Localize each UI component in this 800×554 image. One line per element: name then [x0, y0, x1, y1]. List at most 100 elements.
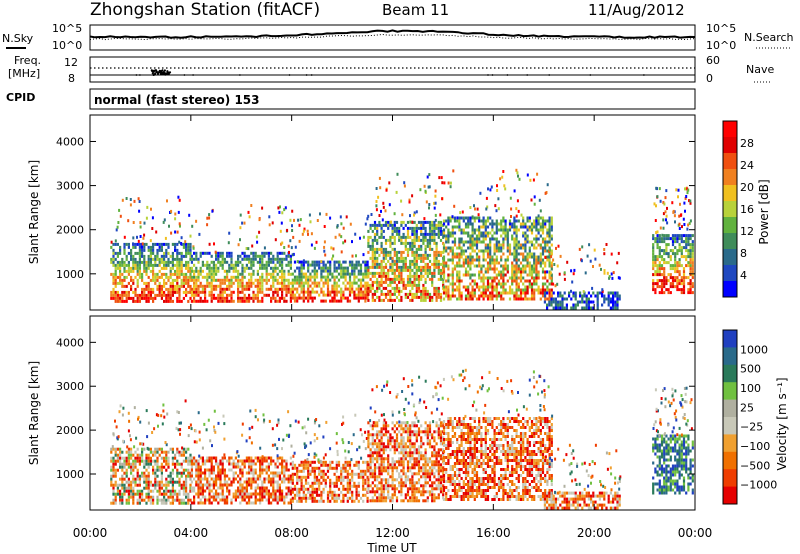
data-cell	[351, 284, 354, 288]
data-cell	[208, 284, 211, 288]
data-cell	[400, 235, 403, 239]
data-cell	[478, 249, 481, 253]
data-cell	[329, 466, 332, 470]
data-cell	[607, 291, 610, 295]
data-cell	[469, 276, 472, 280]
data-cell	[460, 291, 463, 295]
data-cell	[415, 229, 418, 233]
data-cell	[130, 266, 133, 270]
data-cell	[387, 253, 390, 257]
data-cell	[169, 290, 172, 294]
data-cell	[411, 274, 414, 278]
data-cell	[171, 284, 174, 288]
data-cell	[176, 269, 179, 273]
data-cell	[149, 260, 152, 264]
data-cell	[413, 295, 416, 299]
data-cell	[495, 255, 498, 259]
scatter-cell	[456, 216, 459, 220]
data-cell	[263, 468, 266, 472]
data-cell	[261, 281, 264, 285]
data-cell	[230, 266, 233, 270]
data-cell	[462, 228, 465, 232]
scatter-cell	[684, 187, 686, 191]
data-cell	[530, 288, 534, 292]
data-cell	[445, 285, 448, 289]
data-cell	[554, 297, 557, 301]
data-cell	[256, 486, 259, 490]
data-cell	[315, 475, 319, 479]
data-cell	[278, 269, 281, 273]
data-cell	[163, 489, 166, 493]
data-cell	[411, 292, 414, 296]
scatter-cell	[558, 272, 561, 276]
data-cell	[680, 291, 683, 295]
data-cell	[265, 471, 268, 475]
data-cell	[475, 237, 479, 241]
data-cell	[156, 468, 159, 472]
data-cell	[182, 447, 185, 451]
data-cell	[193, 287, 196, 291]
data-cell	[467, 261, 470, 265]
data-cell	[548, 234, 551, 238]
data-cell	[447, 297, 450, 301]
data-cell	[182, 272, 185, 276]
data-cell	[592, 291, 595, 295]
data-cell	[145, 501, 148, 505]
data-cell	[145, 486, 148, 490]
data-cell	[212, 492, 215, 496]
data-cell	[112, 251, 115, 255]
data-cell	[451, 240, 454, 244]
data-cell	[537, 288, 540, 292]
data-cell	[445, 246, 448, 250]
scatter-cell	[271, 427, 274, 431]
data-cell	[502, 270, 505, 274]
data-cell	[475, 258, 479, 262]
data-cell	[458, 225, 461, 229]
data-cell	[195, 287, 198, 291]
data-cell	[110, 483, 113, 487]
data-cell	[654, 264, 657, 268]
data-cell	[304, 496, 308, 500]
data-cell	[424, 271, 427, 275]
data-cell	[544, 264, 547, 268]
data-cell	[141, 278, 144, 282]
data-cell	[413, 253, 416, 257]
data-cell	[265, 251, 268, 255]
data-cell	[387, 292, 390, 296]
data-cell	[493, 270, 496, 274]
data-cell	[550, 219, 553, 223]
data-cell	[409, 277, 412, 281]
data-cell	[206, 468, 209, 472]
data-cell	[143, 465, 146, 469]
data-cell	[689, 258, 692, 262]
data-cell	[167, 495, 170, 499]
data-cell	[245, 257, 248, 261]
data-cell	[335, 266, 338, 270]
data-cell	[500, 264, 503, 268]
data-cell	[169, 266, 172, 270]
data-cell	[342, 260, 345, 264]
data-cell	[300, 269, 303, 273]
data-cell	[315, 487, 319, 491]
scatter-cell	[301, 232, 304, 236]
data-cell	[453, 288, 457, 292]
data-cell	[147, 489, 150, 493]
data-cell	[340, 272, 343, 276]
scatter-cell	[610, 252, 613, 256]
data-cell	[324, 275, 327, 279]
nave-tick-bottom: 0	[706, 72, 713, 85]
data-cell	[371, 292, 374, 296]
data-cell	[484, 267, 487, 271]
scatter-cell	[162, 409, 165, 413]
data-cell	[458, 258, 461, 262]
scatter-cell	[121, 198, 124, 202]
data-cell	[208, 266, 211, 270]
data-cell	[165, 501, 168, 505]
data-cell	[167, 489, 170, 493]
data-cell	[169, 489, 172, 493]
data-cell	[281, 251, 284, 255]
data-cell	[495, 282, 498, 286]
data-cell	[413, 232, 416, 236]
data-cell	[254, 501, 257, 505]
scatter-cell	[677, 188, 680, 192]
